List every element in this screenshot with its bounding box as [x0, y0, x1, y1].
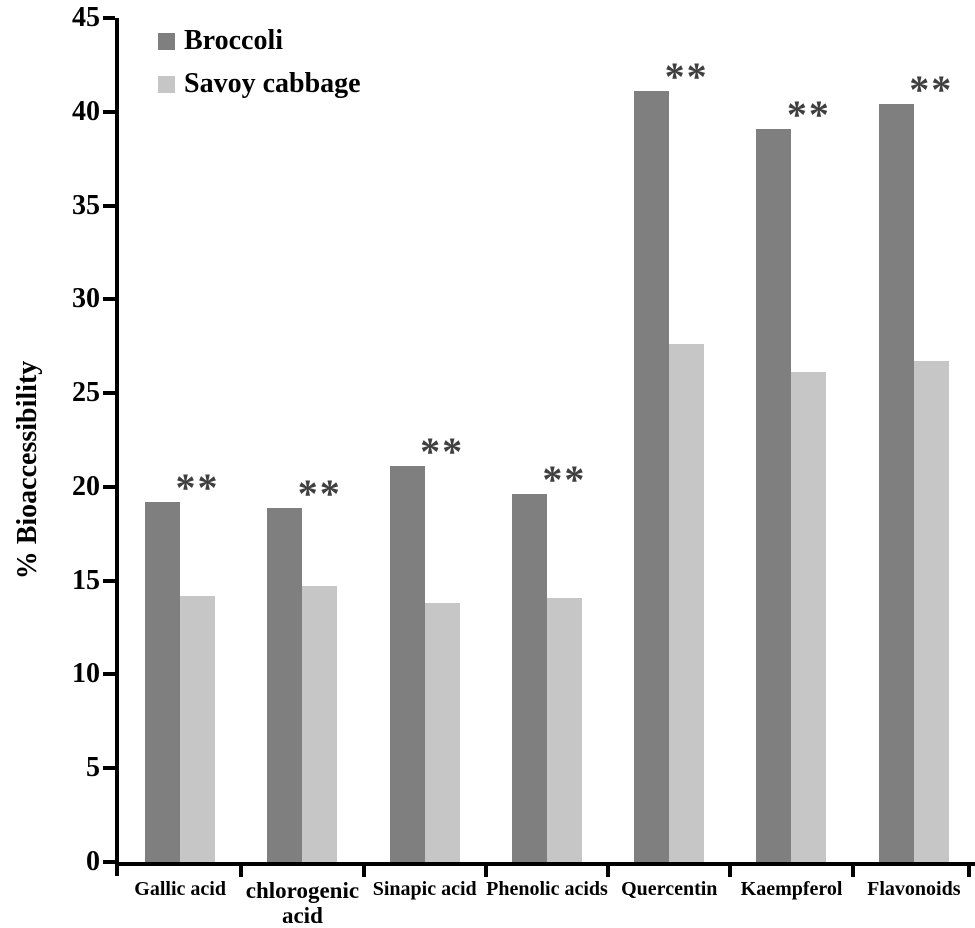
- y-tick-label: 20: [72, 470, 100, 502]
- x-axis-line: [115, 862, 975, 866]
- y-tick-label: 15: [72, 564, 100, 596]
- x-label-quercentin: Quercentin: [621, 878, 718, 900]
- significance-marker: **: [909, 67, 954, 113]
- bar-savoy-cabbage-phenolic-acids: [546, 597, 582, 862]
- x-label-chlorogenic-acid: chlorogenic acid: [245, 878, 360, 928]
- y-tick: [103, 109, 115, 114]
- significance-marker: **: [297, 470, 342, 516]
- x-tick: [361, 866, 366, 877]
- bar-broccoli-gallic-acid: [145, 501, 180, 862]
- y-tick-label: 35: [72, 189, 100, 221]
- significance-marker: **: [542, 457, 587, 503]
- y-tick: [103, 203, 115, 208]
- significance-marker: **: [786, 91, 831, 137]
- y-tick-label: 25: [72, 377, 100, 409]
- y-tick: [103, 578, 115, 583]
- y-tick-label: 45: [72, 2, 100, 33]
- legend-label-savoy-cabbage: Savoy cabbage: [184, 68, 361, 99]
- x-tick: [967, 866, 971, 877]
- y-tick-label: 30: [72, 283, 100, 315]
- x-label-flavonoids: Flavonoids: [867, 878, 961, 900]
- legend-label-broccoli: Broccoli: [184, 25, 284, 56]
- y-tick: [103, 672, 115, 677]
- legend-swatch-savoy-cabbage: [158, 75, 175, 93]
- x-label-kaempferol: Kaempferol: [740, 878, 843, 900]
- y-tick: [103, 391, 115, 396]
- x-label-sinapic-acid: Sinapic acid: [372, 878, 477, 900]
- y-tick: [103, 860, 115, 864]
- y-tick: [103, 484, 115, 489]
- y-tick-label: 0: [86, 846, 100, 877]
- x-tick: [728, 866, 733, 877]
- significance-marker: **: [420, 429, 465, 475]
- bar-broccoli-flavonoids: [878, 104, 914, 862]
- legend-item-savoy-cabbage: Savoy cabbage: [158, 69, 361, 99]
- legend-swatch-broccoli: [158, 32, 175, 50]
- y-tick-label: 10: [72, 658, 100, 690]
- bar-broccoli-quercentin: [634, 91, 670, 862]
- y-tick: [103, 16, 115, 20]
- x-label-gallic-acid: Gallic acid: [134, 878, 226, 900]
- x-label-phenolic-acids: Phenolic acids: [486, 878, 608, 900]
- legend: Broccoli Savoy cabbage: [158, 26, 361, 99]
- bar-broccoli-sinapic-acid: [389, 466, 425, 862]
- significance-marker: **: [175, 464, 220, 510]
- significance-marker: **: [664, 54, 709, 100]
- bar-savoy-cabbage-gallic-acid: [180, 595, 215, 862]
- y-tick: [103, 297, 115, 302]
- bar-broccoli-phenolic-acids: [511, 494, 547, 862]
- bar-savoy-cabbage-sinapic-acid: [424, 603, 460, 862]
- bar-broccoli-kaempferol: [756, 128, 792, 862]
- bar-broccoli-chlorogenic-acid: [267, 507, 303, 862]
- x-tick: [239, 866, 244, 877]
- x-tick: [483, 866, 488, 877]
- y-tick: [103, 766, 115, 771]
- bar-savoy-cabbage-chlorogenic-acid: [302, 586, 338, 862]
- bar-savoy-cabbage-kaempferol: [791, 372, 827, 862]
- y-tick-label: 5: [86, 752, 100, 784]
- y-tick-label: 40: [72, 95, 100, 127]
- x-tick: [850, 866, 855, 877]
- bar-savoy-cabbage-flavonoids: [913, 361, 949, 862]
- y-axis-line: [115, 18, 119, 876]
- bar-savoy-cabbage-quercentin: [669, 344, 705, 862]
- legend-item-broccoli: Broccoli: [158, 26, 361, 56]
- x-tick: [606, 866, 611, 877]
